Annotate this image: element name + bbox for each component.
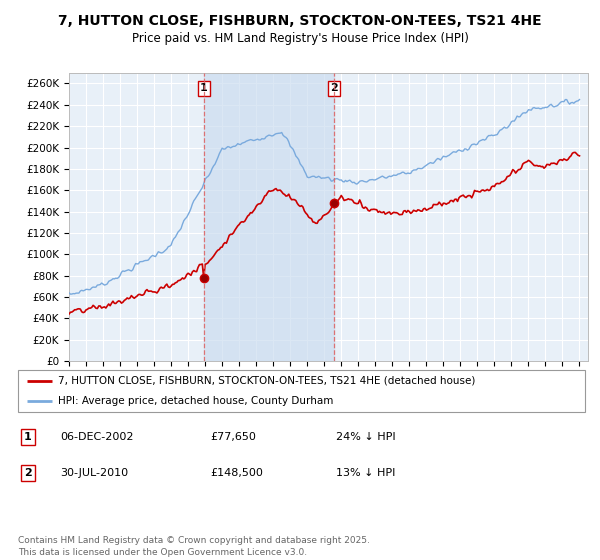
Text: 1: 1 — [200, 83, 208, 94]
Text: Contains HM Land Registry data © Crown copyright and database right 2025.
This d: Contains HM Land Registry data © Crown c… — [18, 536, 370, 557]
Text: HPI: Average price, detached house, County Durham: HPI: Average price, detached house, Coun… — [58, 396, 333, 406]
Text: 2: 2 — [24, 468, 32, 478]
FancyBboxPatch shape — [18, 370, 585, 412]
Text: 2: 2 — [330, 83, 338, 94]
Text: £148,500: £148,500 — [210, 468, 263, 478]
Text: 7, HUTTON CLOSE, FISHBURN, STOCKTON-ON-TEES, TS21 4HE: 7, HUTTON CLOSE, FISHBURN, STOCKTON-ON-T… — [58, 14, 542, 28]
Text: 1: 1 — [24, 432, 32, 442]
Bar — [204, 73, 334, 361]
Text: Price paid vs. HM Land Registry's House Price Index (HPI): Price paid vs. HM Land Registry's House … — [131, 32, 469, 45]
Text: 06-DEC-2002: 06-DEC-2002 — [60, 432, 133, 442]
Text: 24% ↓ HPI: 24% ↓ HPI — [336, 432, 395, 442]
Text: 30-JUL-2010: 30-JUL-2010 — [60, 468, 128, 478]
Text: 13% ↓ HPI: 13% ↓ HPI — [336, 468, 395, 478]
Text: £77,650: £77,650 — [210, 432, 256, 442]
Text: 7, HUTTON CLOSE, FISHBURN, STOCKTON-ON-TEES, TS21 4HE (detached house): 7, HUTTON CLOSE, FISHBURN, STOCKTON-ON-T… — [58, 376, 475, 386]
